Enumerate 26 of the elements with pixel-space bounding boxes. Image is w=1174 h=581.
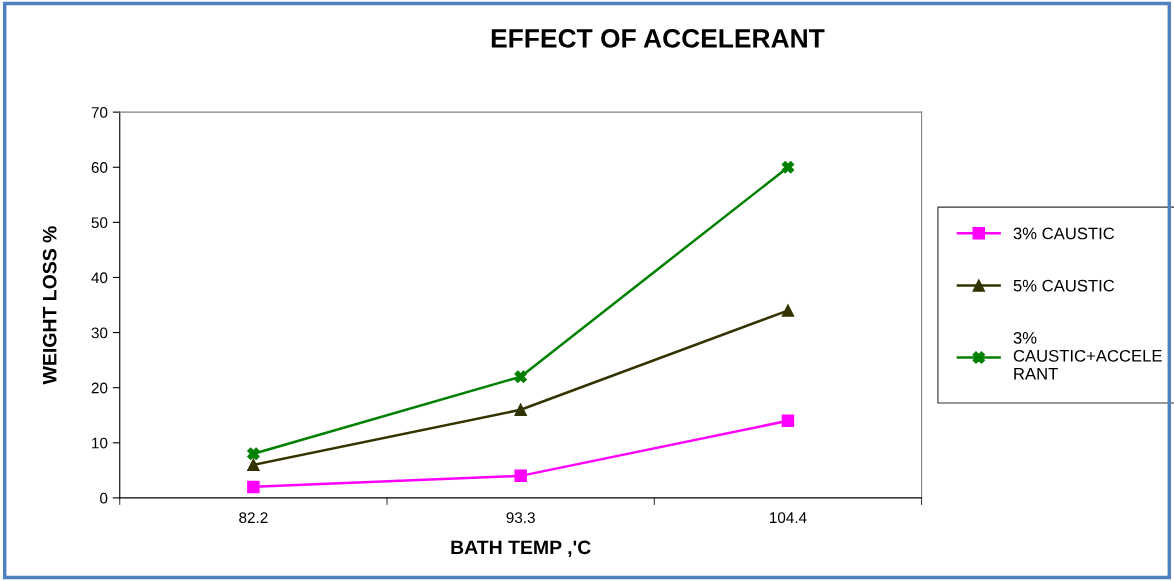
y-tick-label: 40	[91, 272, 108, 284]
legend-label: 5% CAUSTIC	[1013, 279, 1115, 292]
x-tick-label: 82.2	[239, 512, 268, 524]
point	[514, 469, 527, 483]
point	[781, 414, 795, 428]
x-tick-label: 104.4	[770, 512, 807, 524]
point	[781, 160, 795, 174]
point	[247, 458, 260, 472]
y-axis-title: WEIGHT LOSS %	[42, 226, 57, 385]
y-tick-label: 20	[91, 382, 108, 394]
y-tick-label: 30	[91, 327, 108, 339]
y-tick-label: 0	[100, 492, 108, 504]
y-tick-label: 50	[91, 217, 108, 229]
x-axis-title: BATH TEMP ,'C	[451, 540, 591, 558]
legend-label: 3% CAUSTIC	[1013, 227, 1115, 240]
y-tick-label: 70	[91, 107, 108, 118]
legend-label: 3% CAUSTIC+ACCELERANT	[1013, 331, 1162, 380]
y-tick-label: 10	[92, 437, 108, 449]
point	[247, 480, 260, 494]
point	[781, 304, 795, 317]
point	[514, 403, 527, 416]
y-tick-label: 60	[91, 162, 108, 173]
chart-title: EFFECT OF ACCELERANT	[491, 29, 825, 48]
x-tick-label: 93.3	[506, 512, 535, 524]
point	[247, 447, 260, 461]
point	[514, 370, 527, 383]
